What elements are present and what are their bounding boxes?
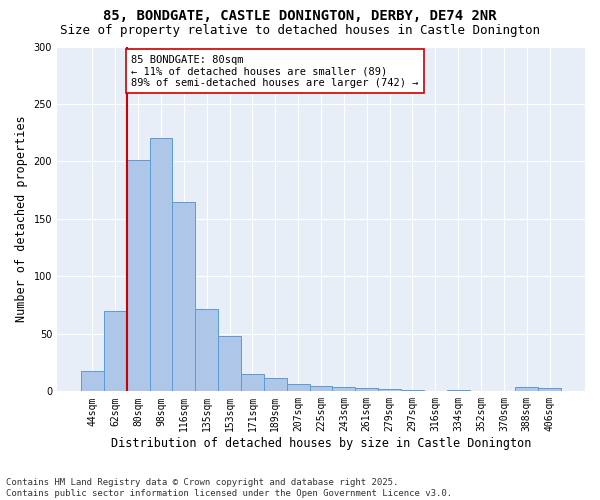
Bar [515,386,538,392]
Text: Size of property relative to detached houses in Castle Donington: Size of property relative to detached ho… [60,24,540,37]
Bar [378,389,401,392]
Bar [310,386,332,392]
Bar [218,336,241,392]
Bar [196,308,218,392]
Bar [241,374,264,392]
Bar [127,160,149,392]
Bar [355,388,378,392]
Y-axis label: Number of detached properties: Number of detached properties [15,116,28,322]
Bar [172,202,196,392]
Text: 85 BONDGATE: 80sqm
← 11% of detached houses are smaller (89)
89% of semi-detache: 85 BONDGATE: 80sqm ← 11% of detached hou… [131,54,419,88]
Bar [332,386,355,392]
Bar [264,378,287,392]
Bar [538,388,561,392]
Bar [149,138,172,392]
Bar [104,311,127,392]
X-axis label: Distribution of detached houses by size in Castle Donington: Distribution of detached houses by size … [111,437,531,450]
Text: Contains HM Land Registry data © Crown copyright and database right 2025.
Contai: Contains HM Land Registry data © Crown c… [6,478,452,498]
Bar [81,370,104,392]
Text: 85, BONDGATE, CASTLE DONINGTON, DERBY, DE74 2NR: 85, BONDGATE, CASTLE DONINGTON, DERBY, D… [103,9,497,23]
Bar [447,390,470,392]
Bar [287,384,310,392]
Bar [401,390,424,392]
